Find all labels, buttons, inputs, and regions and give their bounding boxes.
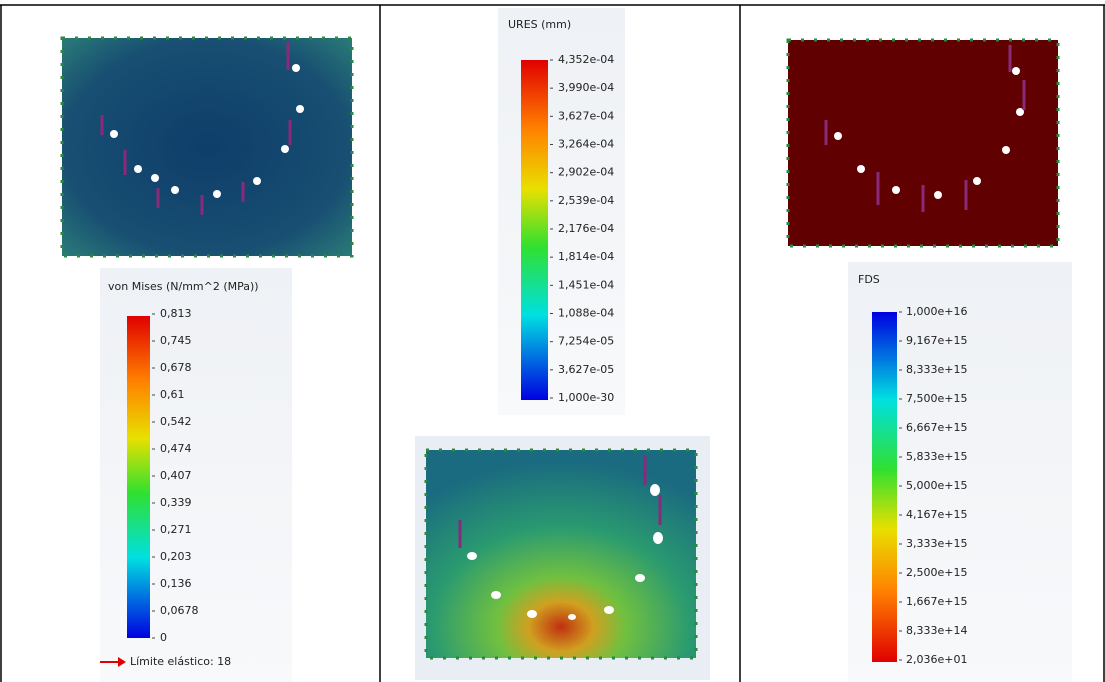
legend-label: 2,902e-04: [558, 166, 614, 179]
legend-label: 3,627e-04: [558, 109, 614, 122]
legend-label: 1,000e-30: [558, 391, 614, 404]
stress-model: [62, 38, 352, 256]
legend-label: 6,667e+15: [906, 421, 967, 434]
figure: von Mises (N/mm^2 (MPa)) 0,813 0,745 0,678 0…: [0, 0, 1105, 682]
legend-label: 7,500e+15: [906, 392, 967, 405]
legend-label: 8,333e+15: [906, 363, 967, 376]
legend-label: 5,833e+15: [906, 450, 967, 463]
legend-label: 5,000e+15: [906, 479, 967, 492]
legend-label: 1,088e-04: [558, 307, 614, 320]
legend-title: URES (mm): [508, 18, 571, 31]
legend-label: 7,254e-05: [558, 335, 614, 348]
legend-label: 1,814e-04: [558, 250, 614, 263]
legend-note: Límite elástico: 18: [130, 655, 231, 668]
legend-label: 0,0678: [160, 604, 199, 617]
legend-label: 3,627e-05: [558, 363, 614, 376]
legend-label: 0,61: [160, 388, 185, 401]
legend-title: von Mises (N/mm^2 (MPa)): [108, 280, 259, 293]
legend-label: 1,000e+16: [906, 305, 967, 318]
legend-label: 0,271: [160, 523, 192, 536]
legend-label: 1,667e+15: [906, 595, 967, 608]
legend-label: 9,167e+15: [906, 334, 967, 347]
legend-label: 2,036e+01: [906, 653, 967, 666]
legend-label: 0,339: [160, 496, 192, 509]
fos-model: [788, 40, 1058, 246]
legend-label: 0,407: [160, 469, 192, 482]
legend-label: 2,176e-04: [558, 222, 614, 235]
legend-label: 0,745: [160, 334, 192, 347]
legend-label: 3,264e-04: [558, 138, 614, 151]
legend-box: [498, 8, 625, 415]
legend-label: 0,203: [160, 550, 192, 563]
legend-title: FDS: [858, 273, 880, 286]
color-bar: [127, 316, 150, 638]
color-bar: [521, 60, 548, 400]
legend-label: 0,136: [160, 577, 192, 590]
legend-label: 4,352e-04: [558, 53, 614, 66]
legend-label: 3,333e+15: [906, 537, 967, 550]
legend-label: 0,474: [160, 442, 192, 455]
legend-label: 2,539e-04: [558, 194, 614, 207]
legend-label: 2,500e+15: [906, 566, 967, 579]
legend-label: 0,813: [160, 307, 192, 320]
legend-label: 1,451e-04: [558, 278, 614, 291]
legend-label: 0: [160, 631, 167, 644]
legend-label: 0,678: [160, 361, 192, 374]
legend-label: 3,990e-04: [558, 81, 614, 94]
legend-label: 0,542: [160, 415, 192, 428]
legend-label: 4,167e+15: [906, 508, 967, 521]
displacement-model: [415, 436, 710, 680]
color-bar: [872, 312, 897, 662]
legend-label: 8,333e+14: [906, 624, 967, 637]
